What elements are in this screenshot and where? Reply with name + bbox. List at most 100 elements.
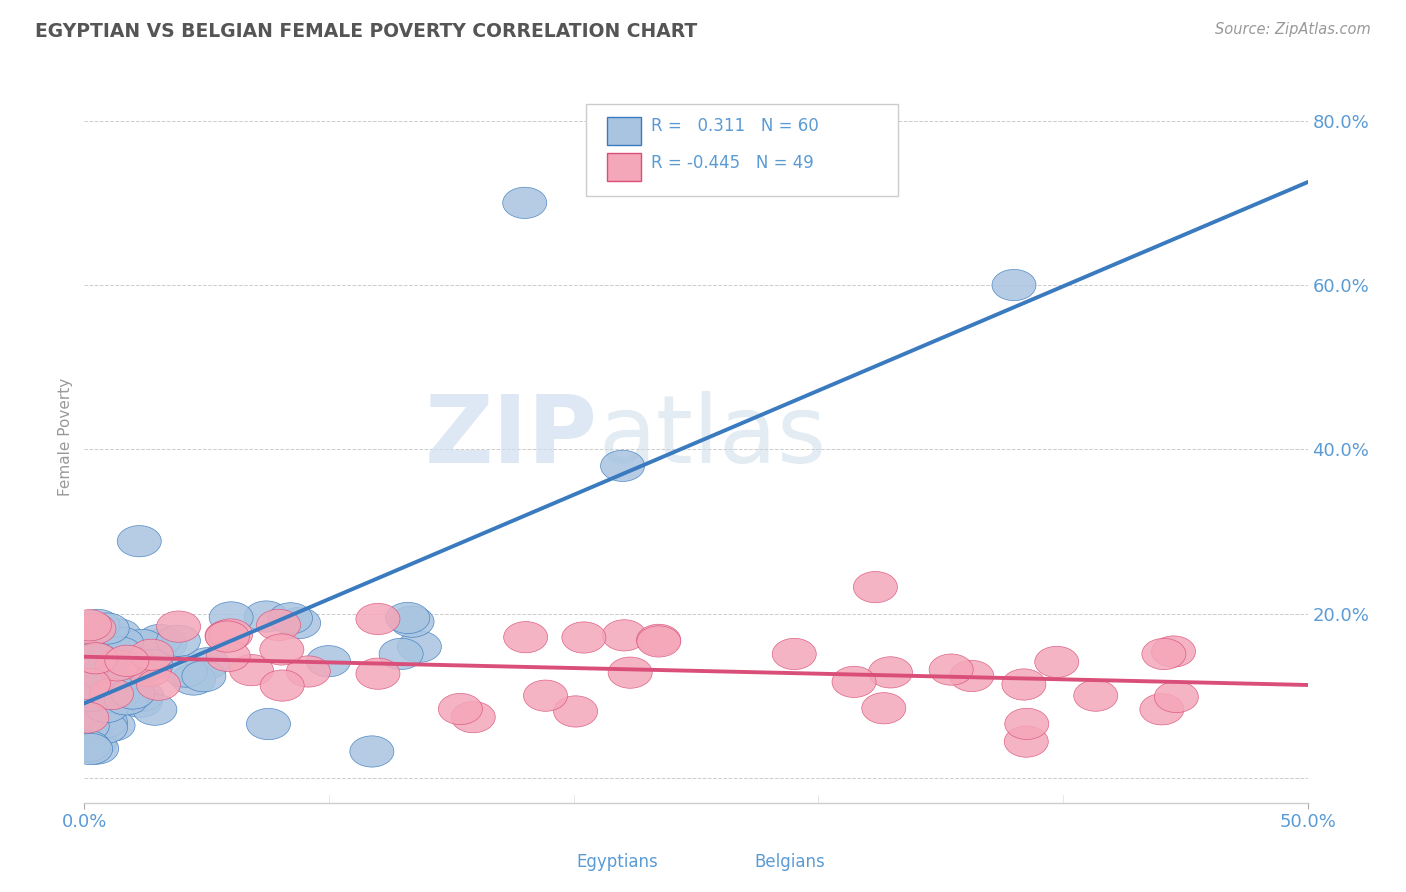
Ellipse shape: [84, 677, 128, 708]
Ellipse shape: [76, 609, 120, 640]
FancyBboxPatch shape: [586, 104, 898, 195]
Ellipse shape: [96, 649, 139, 681]
Ellipse shape: [1074, 680, 1118, 711]
Ellipse shape: [66, 668, 111, 699]
Ellipse shape: [993, 269, 1036, 301]
Ellipse shape: [380, 639, 423, 670]
FancyBboxPatch shape: [537, 848, 568, 876]
Ellipse shape: [269, 603, 312, 634]
Ellipse shape: [246, 708, 291, 739]
Ellipse shape: [832, 666, 876, 698]
Ellipse shape: [949, 660, 994, 691]
Ellipse shape: [260, 634, 304, 665]
Ellipse shape: [181, 661, 226, 692]
Ellipse shape: [207, 640, 250, 672]
Ellipse shape: [105, 645, 149, 676]
Ellipse shape: [257, 609, 301, 640]
Ellipse shape: [132, 694, 177, 725]
Ellipse shape: [111, 678, 155, 709]
Ellipse shape: [869, 657, 912, 688]
Ellipse shape: [772, 639, 817, 670]
FancyBboxPatch shape: [606, 153, 641, 181]
Ellipse shape: [451, 701, 495, 732]
Ellipse shape: [562, 622, 606, 653]
Text: EGYPTIAN VS BELGIAN FEMALE POVERTY CORRELATION CHART: EGYPTIAN VS BELGIAN FEMALE POVERTY CORRE…: [35, 22, 697, 41]
Ellipse shape: [156, 611, 201, 642]
Ellipse shape: [66, 731, 111, 762]
Ellipse shape: [862, 692, 905, 724]
Ellipse shape: [156, 625, 201, 657]
Ellipse shape: [73, 707, 117, 739]
Ellipse shape: [75, 626, 118, 657]
Ellipse shape: [69, 733, 112, 764]
Ellipse shape: [65, 702, 108, 733]
Ellipse shape: [172, 664, 215, 695]
Ellipse shape: [602, 620, 647, 651]
Ellipse shape: [98, 637, 142, 668]
Ellipse shape: [100, 627, 143, 658]
Ellipse shape: [118, 686, 162, 717]
Ellipse shape: [260, 670, 304, 701]
Text: R =   0.311   N = 60: R = 0.311 N = 60: [651, 117, 818, 136]
Ellipse shape: [75, 733, 118, 764]
Ellipse shape: [205, 620, 249, 651]
Ellipse shape: [208, 619, 253, 650]
Ellipse shape: [277, 607, 321, 639]
Ellipse shape: [80, 659, 125, 690]
Ellipse shape: [1140, 694, 1184, 725]
Ellipse shape: [356, 658, 399, 690]
Ellipse shape: [356, 603, 399, 634]
Ellipse shape: [83, 706, 128, 738]
Ellipse shape: [73, 642, 118, 673]
Ellipse shape: [600, 450, 644, 482]
Ellipse shape: [70, 681, 114, 712]
Text: R = -0.445   N = 49: R = -0.445 N = 49: [651, 153, 814, 172]
Ellipse shape: [65, 652, 108, 683]
Ellipse shape: [1154, 681, 1198, 713]
Ellipse shape: [245, 601, 288, 632]
Ellipse shape: [73, 727, 117, 758]
Ellipse shape: [1004, 726, 1049, 757]
Ellipse shape: [1002, 669, 1046, 700]
Ellipse shape: [117, 525, 162, 557]
Ellipse shape: [136, 669, 180, 700]
Ellipse shape: [287, 656, 330, 687]
FancyBboxPatch shape: [714, 848, 745, 876]
Ellipse shape: [118, 640, 163, 672]
Ellipse shape: [77, 697, 121, 728]
Text: atlas: atlas: [598, 391, 827, 483]
Ellipse shape: [121, 630, 165, 661]
Ellipse shape: [67, 609, 111, 640]
Ellipse shape: [1142, 639, 1185, 670]
Ellipse shape: [127, 656, 172, 687]
Ellipse shape: [229, 655, 274, 686]
Ellipse shape: [107, 652, 150, 683]
Ellipse shape: [83, 712, 128, 743]
Ellipse shape: [853, 572, 897, 603]
Ellipse shape: [104, 684, 148, 715]
FancyBboxPatch shape: [606, 117, 641, 145]
Ellipse shape: [1035, 647, 1078, 678]
Ellipse shape: [97, 619, 141, 650]
Ellipse shape: [138, 624, 181, 656]
Ellipse shape: [72, 613, 115, 644]
Ellipse shape: [90, 679, 134, 710]
Ellipse shape: [1152, 636, 1195, 667]
Text: Egyptians: Egyptians: [576, 853, 658, 871]
Ellipse shape: [91, 710, 135, 741]
Ellipse shape: [929, 654, 973, 685]
Ellipse shape: [186, 648, 229, 679]
Ellipse shape: [637, 626, 681, 657]
Ellipse shape: [389, 606, 434, 637]
Text: Belgians: Belgians: [755, 853, 825, 871]
Ellipse shape: [503, 622, 548, 653]
Ellipse shape: [439, 693, 482, 724]
Ellipse shape: [143, 628, 187, 659]
Ellipse shape: [129, 640, 173, 671]
Ellipse shape: [503, 187, 547, 219]
Ellipse shape: [73, 673, 118, 705]
Ellipse shape: [107, 658, 152, 690]
Ellipse shape: [120, 681, 163, 712]
Ellipse shape: [307, 646, 350, 677]
Text: Source: ZipAtlas.com: Source: ZipAtlas.com: [1215, 22, 1371, 37]
